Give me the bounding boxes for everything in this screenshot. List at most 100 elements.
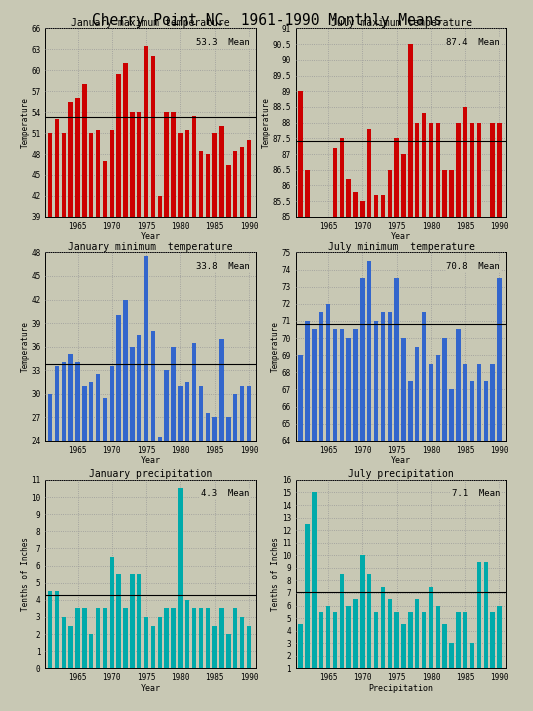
Bar xyxy=(449,643,454,681)
Bar xyxy=(346,179,351,711)
Bar xyxy=(340,574,344,681)
Bar xyxy=(408,381,413,711)
Bar xyxy=(463,107,467,711)
Bar xyxy=(48,133,52,489)
Bar xyxy=(213,626,217,668)
Bar xyxy=(381,312,385,711)
Bar xyxy=(55,592,59,668)
Bar xyxy=(116,574,121,668)
Bar xyxy=(463,364,467,711)
Bar xyxy=(312,329,317,711)
Bar xyxy=(110,129,114,489)
Bar xyxy=(456,329,461,711)
Text: 53.3  Mean: 53.3 Mean xyxy=(196,38,249,47)
Bar xyxy=(226,164,231,489)
Bar xyxy=(165,370,169,629)
Bar xyxy=(130,574,135,668)
Bar xyxy=(185,129,190,489)
Bar xyxy=(151,56,155,489)
Bar xyxy=(298,91,303,711)
Bar xyxy=(96,374,100,629)
Bar xyxy=(226,417,231,629)
Bar xyxy=(151,626,155,668)
Bar xyxy=(213,417,217,629)
Bar xyxy=(456,611,461,681)
Text: 87.4  Mean: 87.4 Mean xyxy=(446,38,500,47)
Bar xyxy=(497,606,502,681)
Bar xyxy=(483,562,488,681)
Bar xyxy=(68,355,73,629)
Y-axis label: Temperature: Temperature xyxy=(262,97,271,148)
Bar xyxy=(240,147,244,489)
Bar xyxy=(62,617,66,668)
Bar xyxy=(103,397,107,629)
Bar xyxy=(199,386,203,629)
Bar xyxy=(346,338,351,711)
Bar xyxy=(374,195,378,711)
Bar xyxy=(477,562,481,681)
Bar xyxy=(82,386,87,629)
Bar xyxy=(442,624,447,681)
Bar xyxy=(185,382,190,629)
Bar xyxy=(353,329,358,711)
Bar xyxy=(178,488,183,668)
Bar xyxy=(110,366,114,629)
Bar xyxy=(68,102,73,489)
Title: July minimum  temperature: July minimum temperature xyxy=(328,242,474,252)
Bar xyxy=(137,112,141,489)
Bar xyxy=(305,321,310,711)
Bar xyxy=(158,437,162,629)
X-axis label: Year: Year xyxy=(141,456,160,465)
Bar xyxy=(353,599,358,681)
Bar xyxy=(233,394,238,629)
Bar xyxy=(456,122,461,711)
Bar xyxy=(401,154,406,711)
Bar xyxy=(408,611,413,681)
Bar xyxy=(62,133,66,489)
Title: July precipitation: July precipitation xyxy=(348,469,454,479)
Bar xyxy=(247,386,251,629)
Bar xyxy=(353,192,358,711)
Bar xyxy=(319,611,324,681)
Bar xyxy=(96,609,100,668)
Bar xyxy=(367,574,372,681)
Bar xyxy=(470,643,474,681)
Bar xyxy=(435,606,440,681)
Bar xyxy=(82,609,87,668)
Bar xyxy=(137,335,141,629)
Y-axis label: Temperature: Temperature xyxy=(21,97,30,148)
Bar xyxy=(199,151,203,489)
Bar xyxy=(497,278,502,711)
Bar xyxy=(374,611,378,681)
Bar xyxy=(116,74,121,489)
Y-axis label: Tenths of Inches: Tenths of Inches xyxy=(21,537,30,611)
Bar xyxy=(333,611,337,681)
Bar xyxy=(435,122,440,711)
Bar xyxy=(381,587,385,681)
Bar xyxy=(178,133,183,489)
Bar xyxy=(219,126,224,489)
Bar xyxy=(219,338,224,629)
Bar xyxy=(144,46,148,489)
Text: Cherry Point NC  1961-1990 Monthly Means: Cherry Point NC 1961-1990 Monthly Means xyxy=(92,13,441,28)
Bar xyxy=(497,122,502,711)
Bar xyxy=(178,386,183,629)
Bar xyxy=(449,390,454,711)
Bar xyxy=(158,196,162,489)
Bar xyxy=(312,493,317,681)
Bar xyxy=(96,129,100,489)
Bar xyxy=(165,112,169,489)
Bar xyxy=(429,364,433,711)
Bar xyxy=(326,606,330,681)
Bar xyxy=(68,626,73,668)
Bar xyxy=(463,611,467,681)
Bar xyxy=(408,44,413,711)
Bar xyxy=(490,364,495,711)
Bar xyxy=(192,116,196,489)
X-axis label: Year: Year xyxy=(391,456,411,465)
Bar xyxy=(55,119,59,489)
Bar xyxy=(477,122,481,711)
Text: 7.1  Mean: 7.1 Mean xyxy=(451,489,500,498)
Bar xyxy=(470,122,474,711)
Bar xyxy=(144,257,148,629)
